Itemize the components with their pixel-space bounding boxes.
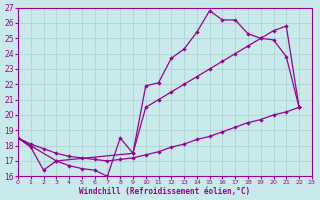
X-axis label: Windchill (Refroidissement éolien,°C): Windchill (Refroidissement éolien,°C) bbox=[79, 187, 251, 196]
